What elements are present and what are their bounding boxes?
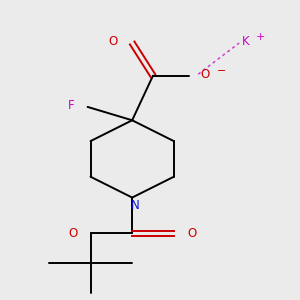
Text: O: O: [68, 227, 77, 240]
Text: O: O: [200, 68, 210, 81]
Text: O: O: [187, 227, 196, 240]
Text: O: O: [108, 35, 117, 48]
Text: F: F: [68, 99, 74, 112]
Text: +: +: [256, 32, 265, 42]
Text: K: K: [242, 35, 250, 48]
Text: N: N: [131, 199, 140, 212]
Text: −: −: [217, 66, 226, 76]
